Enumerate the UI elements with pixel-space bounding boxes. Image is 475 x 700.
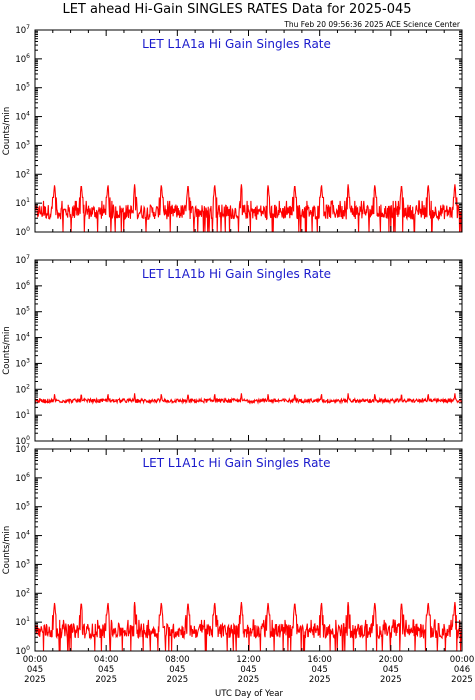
x-axis: 00:00045202504:00045202508:00045202512:0… <box>23 655 475 685</box>
x-tick-time-label: 16:00 <box>307 655 332 665</box>
y-tick-label: 103 <box>15 357 30 369</box>
y-tick-label: 104 <box>15 530 30 542</box>
x-tick-doy-label: 045 <box>27 665 43 675</box>
y-tick-label: 106 <box>15 280 30 292</box>
y-axis-label: Counts/min <box>2 107 12 156</box>
plot-frame <box>34 448 463 652</box>
x-tick-doy-label: 045 <box>240 665 256 675</box>
y-tick-label: 107 <box>15 254 30 266</box>
y-tick-label: 107 <box>15 443 30 455</box>
y-tick-label: 101 <box>15 197 30 209</box>
y-axis-label: Counts/min <box>2 526 12 575</box>
x-axis-label: UTC Day of Year <box>215 689 283 699</box>
x-tick-doy-label: 045 <box>98 665 114 675</box>
x-tick-time-label: 04:00 <box>94 655 119 665</box>
rate-trace <box>34 393 463 405</box>
panel-title: LET L1A1c Hi Gain Singles Rate <box>142 456 330 470</box>
x-tick-year-label: 2025 <box>167 675 189 685</box>
x-tick-year-label: 2025 <box>24 675 46 685</box>
y-tick-label: 102 <box>15 383 30 395</box>
y-axis-label: Counts/min <box>2 326 12 375</box>
y-tick-label: 102 <box>15 168 30 180</box>
y-tick-label: 100 <box>15 226 30 238</box>
panel-1: 100 101 102 103 104 105 106 107 LET L1A1a Hi Gai… <box>2 24 463 238</box>
x-tick-time-label: 20:00 <box>379 655 404 665</box>
y-tick-label: 107 <box>15 24 30 36</box>
y-tick-label: 101 <box>15 616 30 628</box>
x-tick-time-label: 00:00 <box>23 655 48 665</box>
figure-title: LET ahead Hi-Gain SINGLES RATES Data for… <box>62 2 411 17</box>
x-tick-doy-label: 046 <box>454 665 470 675</box>
y-tick-label: 105 <box>15 82 30 94</box>
x-tick-year-label: 2025 <box>238 675 260 685</box>
panels: 100 101 102 103 104 105 106 107 LET L1A1a Hi Gai… <box>2 24 463 657</box>
y-tick-label: 105 <box>15 501 30 513</box>
y-tick-label: 104 <box>15 111 30 123</box>
x-tick-year-label: 2025 <box>451 675 473 685</box>
y-tick-label: 102 <box>15 587 30 599</box>
panel-title: LET L1A1a Hi Gain Singles Rate <box>142 37 331 51</box>
x-tick-doy-label: 045 <box>169 665 185 675</box>
y-tick-label: 103 <box>15 139 30 151</box>
y-tick-label: 106 <box>15 53 30 65</box>
x-tick-time-label: 08:00 <box>165 655 190 665</box>
timestamp: Thu Feb 20 09:56:36 2025 ACE Science Cen… <box>283 20 461 29</box>
y-tick-label: 103 <box>15 558 30 570</box>
y-tick-label: 105 <box>15 306 30 318</box>
y-tick-label: 101 <box>15 409 30 421</box>
rate-trace <box>34 184 463 233</box>
plot-frame <box>34 259 463 442</box>
x-tick-time-label: 00:00 <box>450 655 475 665</box>
x-tick-doy-label: 045 <box>383 665 399 675</box>
y-tick-label: 104 <box>15 332 30 344</box>
x-tick-doy-label: 045 <box>312 665 328 675</box>
rate-trace <box>34 601 463 652</box>
x-tick-year-label: 2025 <box>309 675 331 685</box>
x-tick-time-label: 12:00 <box>236 655 261 665</box>
panel-title: LET L1A1b Hi Gain Singles Rate <box>142 267 331 281</box>
x-tick-year-label: 2025 <box>95 675 117 685</box>
x-tick-year-label: 2025 <box>380 675 402 685</box>
y-tick-label: 106 <box>15 472 30 484</box>
